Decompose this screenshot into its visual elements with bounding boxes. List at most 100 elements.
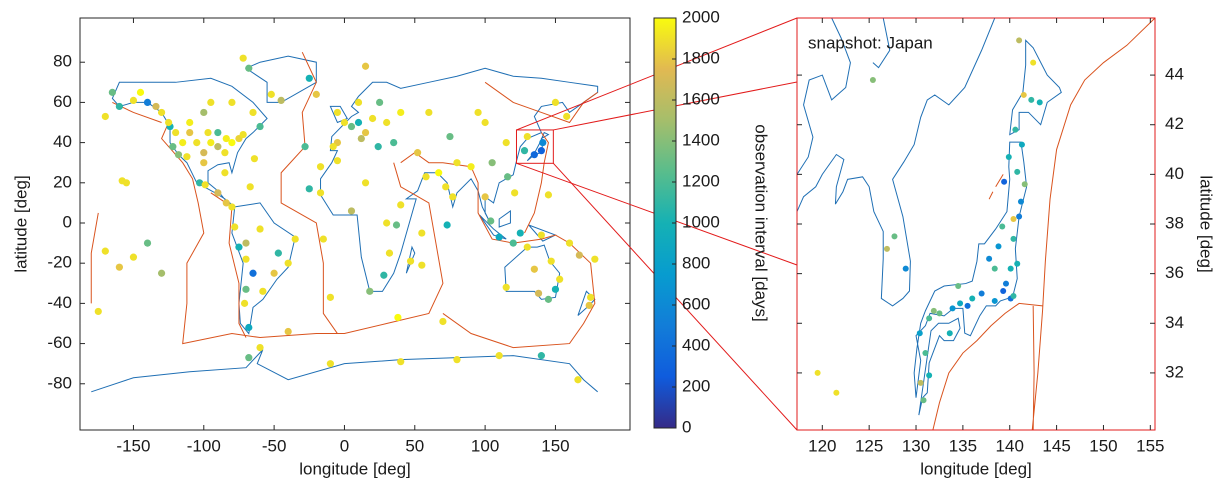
station <box>157 269 166 277</box>
station <box>502 139 510 147</box>
station <box>165 118 173 127</box>
station <box>186 118 194 127</box>
station <box>1010 292 1017 299</box>
station <box>284 327 292 336</box>
station <box>326 360 334 368</box>
inset-map <box>785 18 1155 430</box>
y-tick-label: -80 <box>47 373 72 392</box>
station <box>523 132 531 141</box>
station <box>249 108 257 117</box>
station <box>274 249 282 257</box>
station <box>200 149 208 157</box>
colorbar-tick-label: 1800 <box>682 48 720 67</box>
station <box>347 207 356 215</box>
station <box>347 122 356 131</box>
station <box>406 257 415 265</box>
station <box>509 239 517 247</box>
station <box>587 293 595 301</box>
station <box>108 88 116 96</box>
station <box>467 163 475 171</box>
station <box>270 269 278 277</box>
station <box>551 285 560 293</box>
station <box>305 74 313 82</box>
station <box>240 299 249 307</box>
station <box>374 143 382 151</box>
station <box>949 305 956 312</box>
station <box>392 221 401 229</box>
station <box>916 330 923 337</box>
y-tick-label: 40 <box>53 132 72 151</box>
station <box>214 128 222 137</box>
station <box>453 356 461 364</box>
inset-basemap <box>797 18 1155 430</box>
station <box>239 54 247 62</box>
y-tick-label: 0 <box>63 212 72 231</box>
station <box>591 255 599 263</box>
x-tick-label: 135 <box>949 436 977 455</box>
station <box>152 102 160 111</box>
station <box>256 122 264 131</box>
x-tick-label: 50 <box>405 436 424 455</box>
station <box>228 98 236 107</box>
coastline <box>797 18 1061 415</box>
station <box>383 118 391 127</box>
station <box>256 344 264 352</box>
station <box>195 179 204 187</box>
station <box>239 130 247 139</box>
plate-boundary <box>933 18 1155 430</box>
x-axis-label: longitude [deg] <box>920 459 1032 478</box>
station <box>986 255 993 262</box>
station <box>1007 265 1014 272</box>
station <box>390 139 398 147</box>
station <box>902 265 909 272</box>
x-tick-label: 145 <box>1042 436 1070 455</box>
station <box>256 225 264 233</box>
station <box>291 235 299 243</box>
station <box>383 219 391 227</box>
station <box>94 307 102 316</box>
station <box>1001 178 1008 185</box>
station <box>978 290 985 297</box>
station <box>259 287 267 295</box>
station <box>544 191 553 199</box>
station <box>474 108 482 117</box>
station <box>530 265 538 273</box>
station <box>183 153 191 161</box>
station <box>1017 198 1024 205</box>
station <box>380 271 388 279</box>
station <box>565 239 574 247</box>
y-tick-label: 32 <box>1165 362 1184 381</box>
station <box>991 265 998 272</box>
station <box>446 132 454 141</box>
station <box>544 295 553 303</box>
station <box>917 379 924 386</box>
station <box>539 139 547 147</box>
x-tick-label: 100 <box>471 436 499 455</box>
station <box>926 372 933 379</box>
station <box>231 223 239 231</box>
station <box>936 310 943 317</box>
station <box>361 179 370 187</box>
station <box>333 157 342 165</box>
station <box>118 177 126 185</box>
colorbar-tick-label: 400 <box>682 335 710 354</box>
station <box>250 155 259 163</box>
station <box>214 189 222 197</box>
station <box>922 350 929 357</box>
station <box>955 283 962 290</box>
station <box>926 315 933 322</box>
station <box>891 233 898 240</box>
station <box>277 96 285 104</box>
colorbar-tick-label: 200 <box>682 376 710 395</box>
station <box>537 352 545 360</box>
station <box>516 229 524 237</box>
station <box>585 301 593 309</box>
station <box>574 376 582 384</box>
station <box>179 139 187 147</box>
station <box>354 98 363 107</box>
station <box>537 231 545 239</box>
x-tick-label: 120 <box>808 436 836 455</box>
station <box>222 199 230 207</box>
station <box>366 287 374 295</box>
station <box>329 143 337 151</box>
